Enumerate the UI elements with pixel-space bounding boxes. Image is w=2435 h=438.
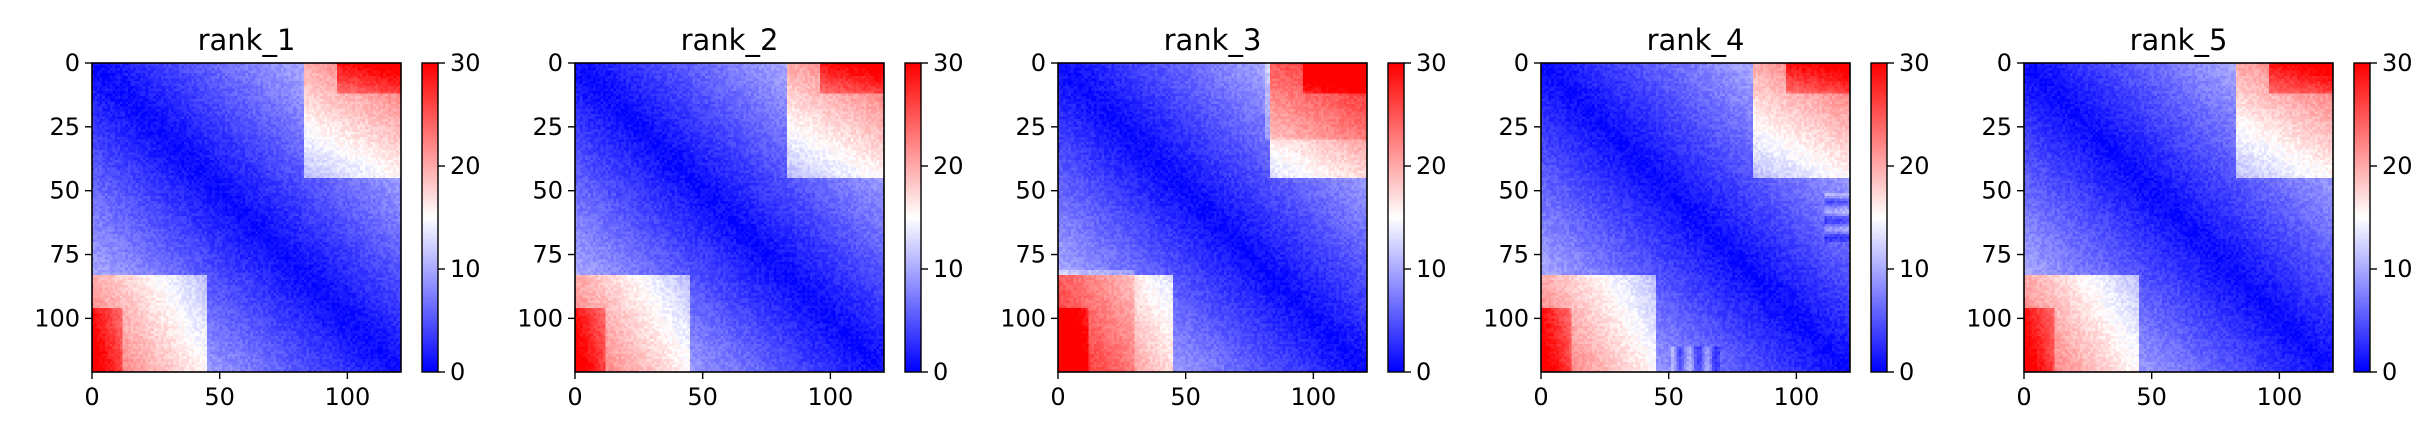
colorbar-tick-label: 20 — [450, 152, 481, 180]
x-tick-label: 100 — [807, 383, 853, 411]
y-tick-label: 50 — [1981, 177, 2012, 205]
colorbar-tick-label: 30 — [450, 49, 481, 77]
y-tick-label: 50 — [532, 177, 563, 205]
axes-overlay: rank_1 0 50 100 0 25 50 75 100 0 10 20 30 — [34, 23, 481, 411]
y-tick-label: 100 — [1483, 304, 1529, 332]
y-tick-label: 75 — [49, 241, 80, 269]
panel-rank-1: rank_1 0 50 100 0 25 50 75 100 0 10 20 30 — [0, 0, 487, 438]
panel-rank-2: rank_2 0 50 100 0 25 50 75 100 0 10 20 30 — [483, 0, 970, 438]
colorbar-gradient — [905, 63, 921, 372]
colorbar-frame — [1387, 62, 1405, 373]
x-tick-label: 0 — [567, 383, 582, 411]
y-tick-label: 100 — [517, 304, 563, 332]
x-tick-label: 0 — [1533, 383, 1548, 411]
axes-overlay: rank_4 0 50 100 0 25 50 75 100 0 10 20 30 — [1483, 23, 1930, 411]
axes-overlay: rank_3 0 50 100 0 25 50 75 100 0 10 20 30 — [1000, 23, 1447, 411]
panel-rank-5: rank_5 0 50 100 0 25 50 75 100 0 10 20 30 — [1932, 0, 2419, 438]
axes-frame — [574, 62, 885, 373]
colorbar-tick-label: 10 — [2382, 255, 2413, 283]
x-tick-label: 50 — [204, 383, 235, 411]
colorbar-tick-label: 10 — [1899, 255, 1930, 283]
heatmap-image — [575, 63, 884, 372]
colorbar-tick-label: 20 — [2382, 152, 2413, 180]
y-tick-label: 100 — [34, 304, 80, 332]
y-tick-label: 50 — [49, 177, 80, 205]
colorbar-tick-label: 0 — [1899, 358, 1914, 386]
colorbar-tick-label: 10 — [1416, 255, 1447, 283]
colorbar-tick-label: 0 — [450, 358, 465, 386]
x-tick-label: 50 — [687, 383, 718, 411]
colorbar-gradient — [1388, 63, 1404, 372]
heatmap-image — [1058, 63, 1367, 372]
colorbar-tick-label: 30 — [2382, 49, 2413, 77]
axes-frame — [2023, 62, 2334, 373]
y-tick-label: 75 — [1981, 241, 2012, 269]
colorbar-tick-label: 0 — [933, 358, 948, 386]
x-tick-label: 100 — [2256, 383, 2302, 411]
panel-rank-4: rank_4 0 50 100 0 25 50 75 100 0 10 20 30 — [1449, 0, 1936, 438]
x-tick-label: 100 — [1773, 383, 1819, 411]
x-tick-label: 0 — [84, 383, 99, 411]
colorbar-tick-label: 30 — [1416, 49, 1447, 77]
y-tick-label: 75 — [532, 241, 563, 269]
colorbar-gradient — [422, 63, 438, 372]
y-tick-label: 0 — [1031, 49, 1046, 77]
x-tick-label: 100 — [324, 383, 370, 411]
y-tick-label: 50 — [1015, 177, 1046, 205]
axes-frame — [1540, 62, 1851, 373]
colorbar-tick-label: 0 — [1416, 358, 1431, 386]
axes-overlay: rank_2 0 50 100 0 25 50 75 100 0 10 20 30 — [517, 23, 964, 411]
x-tick-label: 50 — [2136, 383, 2167, 411]
y-tick-label: 25 — [532, 113, 563, 141]
chart-title: rank_1 — [198, 23, 296, 57]
y-tick-label: 75 — [1498, 241, 1529, 269]
colorbar-tick-label: 20 — [1416, 152, 1447, 180]
y-tick-label: 0 — [548, 49, 563, 77]
x-tick-label: 0 — [2016, 383, 2031, 411]
y-tick-label: 25 — [1015, 113, 1046, 141]
colorbar-gradient — [1871, 63, 1887, 372]
y-tick-label: 75 — [1015, 241, 1046, 269]
y-tick-label: 0 — [1514, 49, 1529, 77]
chart-title: rank_4 — [1647, 23, 1745, 57]
colorbar-tick-label: 20 — [1899, 152, 1930, 180]
colorbar-tick-label: 10 — [933, 255, 964, 283]
y-tick-label: 25 — [1981, 113, 2012, 141]
heatmap-image — [2024, 63, 2333, 372]
heatmap-image — [1541, 63, 1850, 372]
colorbar-tick-label: 0 — [2382, 358, 2397, 386]
colorbar-frame — [421, 62, 439, 373]
chart-title: rank_5 — [2130, 23, 2228, 57]
x-tick-label: 50 — [1653, 383, 1684, 411]
y-tick-label: 50 — [1498, 177, 1529, 205]
colorbar-tick-label: 30 — [933, 49, 964, 77]
heatmap-image — [92, 63, 401, 372]
y-tick-label: 25 — [1498, 113, 1529, 141]
colorbar-gradient — [2354, 63, 2370, 372]
colorbar-frame — [1870, 62, 1888, 373]
axes-frame — [91, 62, 402, 373]
y-tick-label: 0 — [1997, 49, 2012, 77]
x-tick-label: 50 — [1170, 383, 1201, 411]
chart-title: rank_2 — [681, 23, 779, 57]
chart-title: rank_3 — [1164, 23, 1262, 57]
y-tick-label: 25 — [49, 113, 80, 141]
axes-frame — [1057, 62, 1368, 373]
colorbar-tick-label: 20 — [933, 152, 964, 180]
colorbar-tick-label: 10 — [450, 255, 481, 283]
y-tick-label: 100 — [1966, 304, 2012, 332]
y-tick-label: 0 — [65, 49, 80, 77]
axes-overlay: rank_5 0 50 100 0 25 50 75 100 0 10 20 30 — [1966, 23, 2413, 411]
colorbar-tick-label: 30 — [1899, 49, 1930, 77]
panel-rank-3: rank_3 0 50 100 0 25 50 75 100 0 10 20 30 — [966, 0, 1453, 438]
x-tick-label: 0 — [1050, 383, 1065, 411]
colorbar-frame — [2353, 62, 2371, 373]
colorbar-frame — [904, 62, 922, 373]
y-tick-label: 100 — [1000, 304, 1046, 332]
x-tick-label: 100 — [1290, 383, 1336, 411]
